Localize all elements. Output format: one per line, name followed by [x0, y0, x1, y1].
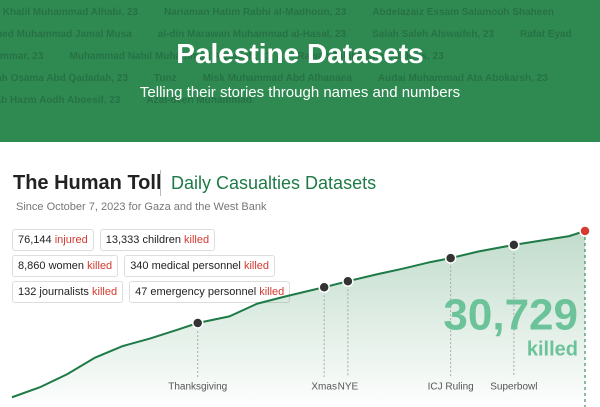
event-label: ICJ Ruling [428, 382, 474, 393]
total-unit: killed [527, 338, 578, 360]
background-name: Amr Khalil Muhammad Alhabi, 23 [0, 7, 138, 18]
stat-label: killed [92, 286, 118, 298]
stat-count: 340 medical personnel [130, 260, 241, 272]
stat-chip: 76,144 injured [12, 229, 94, 251]
background-name: Azal-deen Muhammad [146, 95, 252, 106]
stat-count: 76,144 [18, 234, 52, 246]
end-dot [579, 225, 591, 237]
stat-label: killed [259, 286, 285, 298]
background-name: Tunz [154, 73, 177, 84]
event-label: NYE [338, 382, 359, 393]
stat-label: killed [243, 260, 270, 272]
background-name: Ahmed Muhammad Jamal Musa [0, 29, 132, 40]
background-name: Nariaman Hatim Rabhi al-Madhoun, 23 [164, 7, 347, 18]
stat-label: killed [87, 260, 113, 272]
section-note: Since October 7, 2023 for Gaza and the W… [16, 201, 267, 213]
stat-count: 132 journalists [18, 286, 89, 298]
background-name: Rawan Talal Aamar Alakhrs, 23 [297, 51, 444, 62]
event-label: Thanksgiving [168, 382, 227, 393]
stat-label: killed [184, 234, 210, 246]
background-name: Rafat Eyad [520, 29, 572, 40]
site-title: Palestine Datasets [176, 38, 424, 69]
background-name: Rajab Hazm Aodh Aboesif, 23 [0, 95, 121, 106]
site-subtitle: Telling their stories through names and … [139, 84, 461, 101]
background-name: Muammar, 23 [0, 51, 44, 62]
background-name: al-din Marawan Muhammad al-Hasal, 23 [157, 29, 347, 40]
total: 30,729 [443, 291, 578, 340]
background-name: Salah Saleh Alswaifeh, 23 [372, 29, 495, 40]
stat-chip: 132 journalists killed [12, 281, 124, 303]
stat-label: injured [54, 234, 88, 246]
event-dot [508, 239, 520, 251]
event-label: Superbowl [490, 382, 537, 393]
event-label: Xmas [311, 382, 337, 393]
stat-chip: 47 emergency personnel killed [129, 281, 291, 303]
stat-count: 13,333 children [105, 234, 181, 246]
stat-count: 47 emergency personnel [135, 286, 257, 298]
stat-chip: 340 medical personnel killed [124, 255, 276, 277]
background-name: Audai Muhammad Ata Abokarsh, 23 [377, 73, 548, 84]
background-name: Serah Osama Abd Qadadah, 23 [0, 73, 129, 84]
section-subtitle: Daily Casualties Datasets [171, 173, 377, 193]
background-name: Misk Muhammad Abd Alhanaea [202, 73, 352, 84]
header: Amr Khalil Muhammad Alhabi, 23 Nariaman H… [0, 0, 600, 142]
background-name: Abdelazaiz Essam Salamouh Shaheen [372, 7, 554, 18]
event-dot [191, 317, 204, 329]
stat-count: 8,860 women [18, 260, 85, 272]
event-dot [444, 252, 457, 264]
event-dot [342, 275, 354, 287]
stats: 76,144 injured 13,333 children killed 8,86… [12, 229, 312, 303]
stat-chip: 13,333 children killed [99, 229, 216, 251]
event-dot [318, 281, 330, 294]
section-title: The Human Toll [13, 172, 162, 194]
background-name: Muhammad Nabil Muhammad Alyadiah, 23 [69, 51, 272, 62]
background-names: Amr Khalil Muhammad Alhabi, 23 Nariaman H… [0, 2, 600, 112]
stat-chip: 8,860 women killed [12, 255, 119, 277]
divider [160, 170, 161, 196]
